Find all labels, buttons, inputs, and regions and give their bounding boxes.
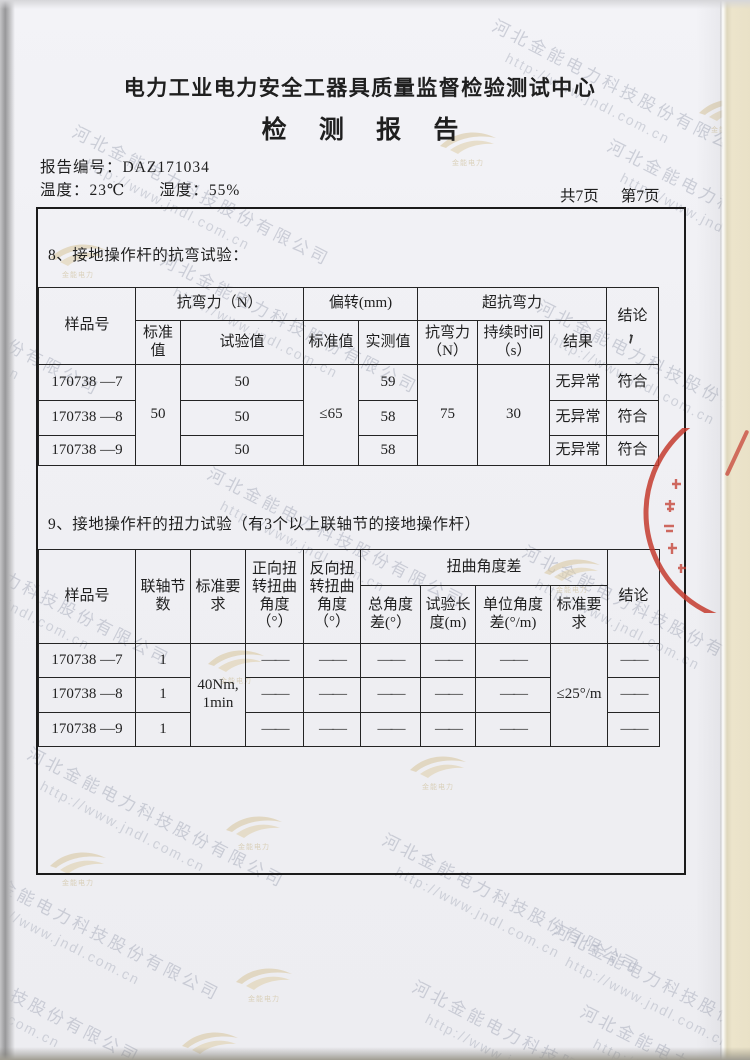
cell-sample: 170738 —9 bbox=[38, 712, 136, 747]
column-header-std-req: 标准要求 bbox=[190, 549, 246, 644]
cell-duration-merged: 30 bbox=[477, 364, 551, 466]
report-number-line: 报告编号：DAZ171034 bbox=[40, 155, 210, 177]
table-row: 170738 —7 1 40Nm, 1min —— —— —— —— —— ≤2… bbox=[38, 643, 661, 747]
cell-couplings: 1 bbox=[135, 712, 191, 747]
bending-test-table: 样品号 抗弯力（N） 偏转(mm) 超抗弯力 结论 标准值 试验值 标准值 实测… bbox=[38, 287, 660, 466]
cell-conclusion: 符合 bbox=[606, 400, 660, 436]
cell-test-value: 50 bbox=[180, 400, 304, 436]
cell-forward-twist: —— bbox=[245, 712, 304, 747]
cell-conclusion: 符合 bbox=[606, 364, 660, 401]
cell-forward-twist: —— bbox=[245, 643, 304, 678]
column-header-std-req2: 标准要求 bbox=[549, 585, 609, 644]
column-header-test-value: 试验值 bbox=[180, 320, 304, 365]
column-header-total-diff: 总角度差(°） bbox=[360, 585, 421, 644]
column-header-reverse-twist: 反向扭转扭曲角度（°） bbox=[303, 549, 361, 644]
column-header-duration: 持续时间（s） bbox=[477, 320, 551, 365]
cell-test-value: 50 bbox=[180, 364, 304, 401]
cell-test-value: 50 bbox=[180, 435, 304, 466]
cell-sample: 170738 —9 bbox=[38, 435, 136, 466]
cell-unit-diff: —— bbox=[475, 712, 551, 747]
torque-test-table: 样品号 联轴节数 标准要求 正向扭转扭曲角度（°） 反向扭转扭曲角度（°） 扭曲… bbox=[38, 549, 661, 747]
column-header-twist-diff-group: 扭曲角度差 bbox=[359, 549, 609, 586]
cell-result: 无异常 bbox=[549, 400, 608, 436]
column-header-conclusion: 结论 bbox=[607, 549, 661, 644]
report-number-label: 报告编号： bbox=[40, 159, 123, 176]
current-page: 第7页 bbox=[620, 188, 660, 205]
cell-forward-twist: —— bbox=[245, 677, 304, 713]
cell-deflection-measured: 58 bbox=[357, 400, 419, 436]
cell-couplings: 1 bbox=[135, 677, 191, 713]
column-header-sample: 样品号 bbox=[38, 549, 136, 644]
cell-result: 无异常 bbox=[549, 435, 608, 466]
cell-conclusion: 符合 bbox=[606, 435, 660, 466]
column-header-couplings: 联轴节数 bbox=[135, 549, 191, 644]
column-header-deflection-group: 偏转(mm) bbox=[302, 287, 419, 321]
column-header-forward-twist: 正向扭转扭曲角度（°） bbox=[245, 549, 304, 644]
report-title: 检 测 报 告 bbox=[261, 117, 472, 144]
column-header-deflection-std: 标准值 bbox=[303, 320, 359, 365]
cell-total-diff: —— bbox=[360, 712, 421, 747]
cell-total-diff: —— bbox=[360, 643, 421, 678]
cell-std-value-merged: 50 bbox=[135, 364, 181, 466]
column-header-unit-diff: 单位角度差(°/m) bbox=[475, 585, 551, 644]
cell-unit-diff: —— bbox=[475, 643, 551, 678]
cell-over-force-merged: 75 bbox=[417, 364, 479, 466]
conditions-line: 温度：23℃ 湿度：55% bbox=[40, 178, 240, 200]
section9-heading: 9、接地操作杆的扭力试验（有3个以上联轴节的接地操作杆） bbox=[48, 516, 481, 533]
temperature-label: 温度： bbox=[40, 182, 90, 199]
humidity-label: 湿度： bbox=[159, 182, 209, 199]
column-header-over-force: 抗弯力（N） bbox=[417, 320, 479, 365]
section8-heading: 8、接地操作杆的抗弯试验： bbox=[48, 247, 249, 264]
report-number-value: DAZ171034 bbox=[122, 159, 210, 176]
total-pages: 共7页 bbox=[560, 188, 599, 205]
table-row: 样品号 抗弯力（N） 偏转(mm) 超抗弯力 结论 bbox=[38, 287, 660, 365]
column-header-std-value: 标准值 bbox=[135, 320, 181, 365]
table-row: 170738 —8 1 —— —— —— —— —— —— bbox=[38, 677, 661, 713]
cell-total-diff: —— bbox=[360, 677, 421, 713]
cell-unit-diff: —— bbox=[475, 677, 551, 713]
cell-deflection-std-merged: ≤65 bbox=[303, 364, 359, 466]
cell-conclusion: —— bbox=[607, 677, 661, 713]
testing-center-name: 电力工业电力安全工器具质量监督检验测试中心 bbox=[123, 76, 597, 100]
table-row: 170738 —9 50 58 无异常 符合 bbox=[38, 435, 660, 466]
cell-sample: 170738 —7 bbox=[38, 643, 136, 678]
cell-test-length: —— bbox=[420, 643, 476, 678]
column-header-overload-group: 超抗弯力 bbox=[417, 287, 608, 321]
cell-couplings: 1 bbox=[135, 643, 191, 678]
cell-conclusion: —— bbox=[607, 643, 661, 678]
table-row: 170738 —9 1 —— —— —— —— —— —— bbox=[38, 712, 661, 747]
cell-std-req2-merged: ≤25°/m bbox=[549, 643, 609, 747]
column-header-sample: 样品号 bbox=[38, 287, 136, 365]
cell-std-req-merged: 40Nm, 1min bbox=[190, 643, 246, 747]
humidity-value: 55% bbox=[208, 182, 241, 199]
column-header-deflection-measured: 实测值 bbox=[357, 320, 419, 365]
temperature-value: 23℃ bbox=[89, 182, 126, 199]
table-row: 总角度差(°） 试验长度(m) 单位角度差(°/m) 标准要求 bbox=[39, 585, 660, 644]
cell-result: 无异常 bbox=[549, 364, 608, 401]
cell-conclusion: —— bbox=[607, 712, 661, 747]
cell-sample: 170738 —8 bbox=[38, 677, 136, 713]
column-header-conclusion: 结论 bbox=[606, 287, 660, 365]
cell-deflection-measured: 59 bbox=[357, 364, 419, 401]
pen-mark bbox=[629, 334, 637, 345]
column-header-bend-group: 抗弯力（N） bbox=[135, 287, 304, 321]
cell-sample: 170738 —8 bbox=[38, 400, 136, 436]
cell-reverse-twist: —— bbox=[303, 677, 361, 713]
cell-sample: 170738 —7 bbox=[38, 364, 136, 401]
cell-reverse-twist: —— bbox=[303, 712, 361, 747]
column-header-result: 结果 bbox=[549, 320, 608, 365]
cell-test-length: —— bbox=[420, 712, 476, 747]
table-row: 样品号 联轴节数 标准要求 正向扭转扭曲角度（°） 反向扭转扭曲角度（°） 扭曲… bbox=[38, 549, 661, 644]
cell-deflection-measured: 58 bbox=[357, 435, 419, 466]
pagination: 共7页 第7页 bbox=[560, 184, 660, 206]
table-row: 170738 —8 50 58 无异常 符合 bbox=[38, 400, 660, 436]
cell-reverse-twist: —— bbox=[303, 643, 361, 678]
column-header-test-length: 试验长度(m) bbox=[420, 585, 476, 644]
table-row: 170738 —7 50 50 ≤65 59 75 30 无异常 符合 bbox=[38, 364, 660, 466]
cell-test-length: —— bbox=[420, 677, 476, 713]
